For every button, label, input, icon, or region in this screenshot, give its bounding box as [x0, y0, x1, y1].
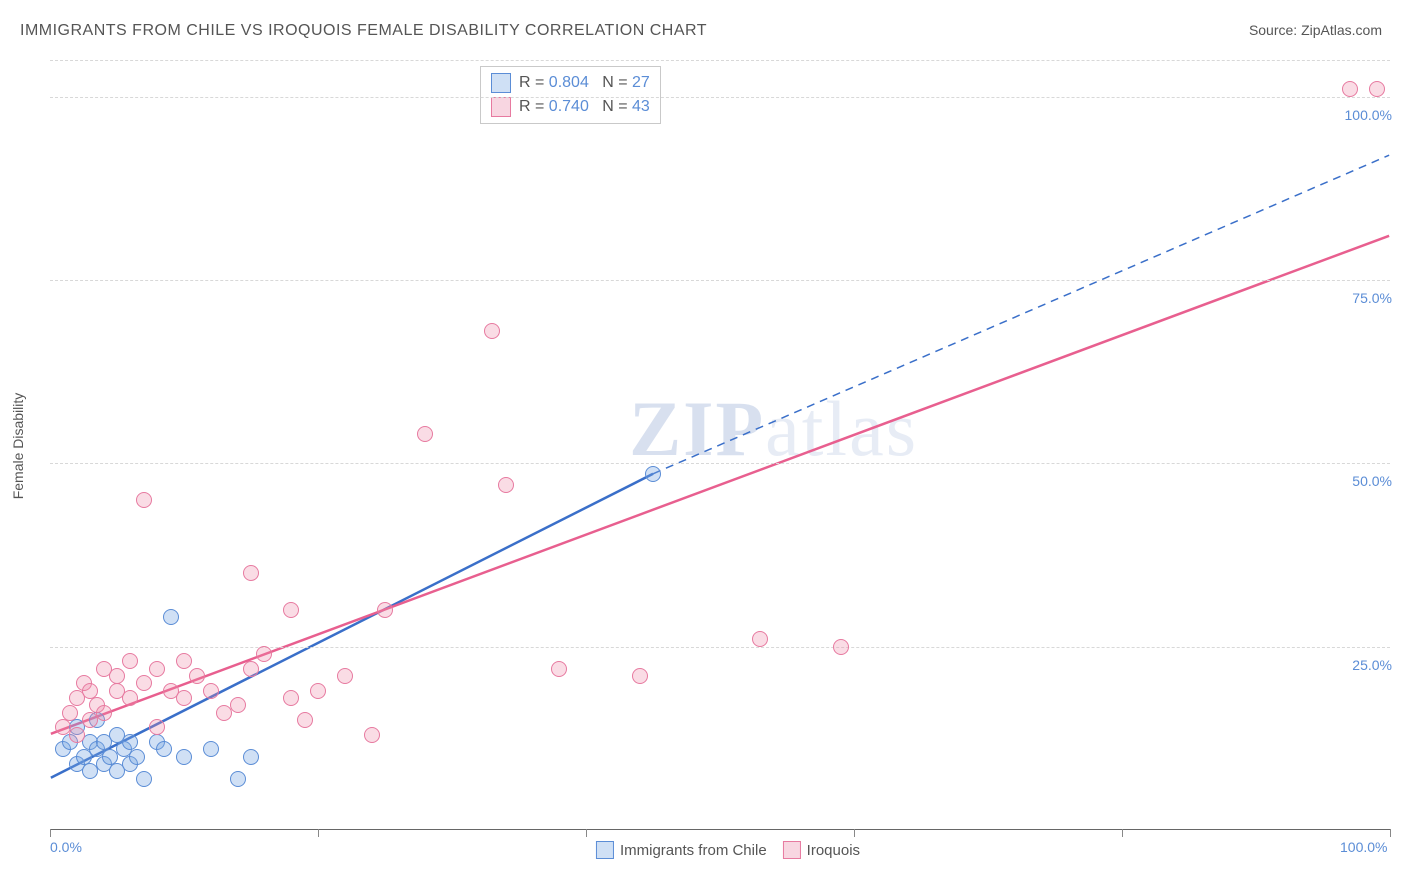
series-legend: Immigrants from Chile Iroquois: [580, 841, 860, 859]
scatter-point: [243, 749, 259, 765]
regression-lines-layer: [50, 60, 1390, 829]
scatter-point: [109, 668, 125, 684]
scatter-point: [230, 697, 246, 713]
x-tick-label: 0.0%: [50, 839, 82, 855]
legend-n-label: N =: [602, 98, 632, 115]
scatter-point: [256, 646, 272, 662]
legend-swatch: [596, 841, 614, 859]
scatter-point: [377, 602, 393, 618]
legend-r-label: R =: [519, 98, 549, 115]
legend-swatch: [783, 841, 801, 859]
scatter-point: [283, 602, 299, 618]
source-link[interactable]: ZipAtlas.com: [1301, 22, 1382, 38]
scatter-point: [176, 749, 192, 765]
correlation-legend: R = 0.804 N = 27R = 0.740 N = 43: [480, 66, 661, 124]
y-tick-label: 50.0%: [1352, 473, 1392, 489]
legend-n-val: 43: [632, 98, 650, 115]
scatter-point: [283, 690, 299, 706]
scatter-point: [129, 749, 145, 765]
legend-swatch: [491, 97, 511, 117]
scatter-point: [364, 727, 380, 743]
legend-series-name: Immigrants from Chile: [620, 842, 767, 859]
scatter-point: [176, 653, 192, 669]
scatter-point: [163, 609, 179, 625]
legend-n-val: 27: [632, 74, 650, 91]
scatter-point: [136, 771, 152, 787]
chart-title: IMMIGRANTS FROM CHILE VS IROQUOIS FEMALE…: [20, 22, 707, 40]
chart-plot-area: ZIPatlas R = 0.804 N = 27R = 0.740 N = 4…: [50, 60, 1390, 830]
legend-r-val: 0.740: [549, 98, 589, 115]
scatter-point: [752, 631, 768, 647]
scatter-point: [498, 477, 514, 493]
scatter-point: [337, 668, 353, 684]
legend-row: R = 0.804 N = 27: [491, 71, 650, 95]
y-tick-label: 25.0%: [1352, 657, 1392, 673]
x-tick: [1122, 829, 1123, 837]
scatter-point: [243, 661, 259, 677]
y-axis-label: Female Disability: [10, 393, 26, 500]
gridline: [50, 647, 1390, 648]
regression-line: [51, 236, 1389, 734]
scatter-point: [230, 771, 246, 787]
scatter-point: [122, 690, 138, 706]
x-tick: [854, 829, 855, 837]
y-tick-label: 100.0%: [1345, 107, 1392, 123]
x-tick: [318, 829, 319, 837]
scatter-point: [484, 323, 500, 339]
scatter-point: [243, 565, 259, 581]
x-tick: [50, 829, 51, 837]
legend-r-val: 0.804: [549, 74, 589, 91]
scatter-point: [310, 683, 326, 699]
x-tick: [1390, 829, 1391, 837]
scatter-point: [156, 741, 172, 757]
scatter-point: [1342, 81, 1358, 97]
legend-r-label: R =: [519, 74, 549, 91]
x-tick: [586, 829, 587, 837]
scatter-point: [149, 719, 165, 735]
gridline: [50, 60, 1390, 61]
gridline: [50, 280, 1390, 281]
scatter-point: [645, 466, 661, 482]
y-tick-label: 75.0%: [1352, 290, 1392, 306]
scatter-point: [297, 712, 313, 728]
scatter-point: [203, 683, 219, 699]
scatter-point: [203, 741, 219, 757]
scatter-point: [189, 668, 205, 684]
scatter-point: [62, 705, 78, 721]
scatter-point: [69, 727, 85, 743]
gridline: [50, 97, 1390, 98]
scatter-point: [149, 661, 165, 677]
x-tick-label: 100.0%: [1340, 839, 1387, 855]
scatter-point: [833, 639, 849, 655]
scatter-point: [551, 661, 567, 677]
scatter-point: [96, 705, 112, 721]
regression-line-solid: [51, 474, 653, 778]
regression-line-dashed: [653, 155, 1389, 474]
legend-row: R = 0.740 N = 43: [491, 95, 650, 119]
legend-swatch: [491, 73, 511, 93]
scatter-point: [122, 653, 138, 669]
scatter-point: [1369, 81, 1385, 97]
scatter-point: [632, 668, 648, 684]
scatter-point: [417, 426, 433, 442]
scatter-point: [82, 683, 98, 699]
source-label: Source:: [1249, 22, 1301, 38]
scatter-point: [136, 492, 152, 508]
source-attribution: Source: ZipAtlas.com: [1249, 22, 1382, 38]
legend-series-name: Iroquois: [807, 842, 860, 859]
scatter-point: [136, 675, 152, 691]
scatter-point: [122, 734, 138, 750]
scatter-point: [176, 690, 192, 706]
legend-n-label: N =: [602, 74, 632, 91]
gridline: [50, 463, 1390, 464]
